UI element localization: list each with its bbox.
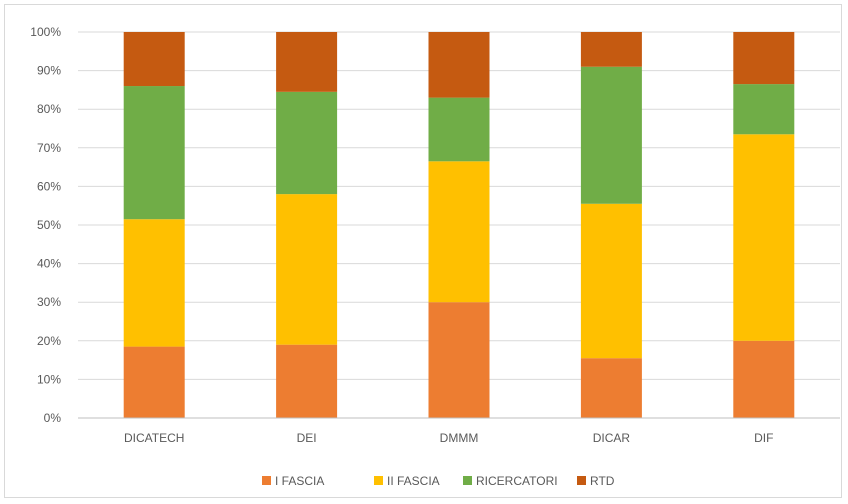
bar-segment <box>580 66 642 204</box>
bar-segment <box>276 194 338 345</box>
x-tick-label: DEI <box>297 431 317 445</box>
x-tick-label: DIF <box>754 431 773 445</box>
bar-segment <box>276 32 338 92</box>
legend-label: RTD <box>590 474 615 488</box>
y-tick-label: 100% <box>30 25 61 39</box>
x-tick-label: DICATECH <box>124 431 184 445</box>
bar-segment <box>428 32 490 98</box>
y-tick-label: 20% <box>37 334 61 348</box>
bar-segment <box>580 358 642 418</box>
y-tick-label: 10% <box>37 372 61 386</box>
legend: I FASCIA II FASCIA RICERCATORI RTD <box>262 474 615 488</box>
y-tick-label: 0% <box>44 411 62 425</box>
y-tick-label: 30% <box>37 295 61 309</box>
y-tick-label: 80% <box>37 102 61 116</box>
bars <box>123 32 795 418</box>
legend-swatch <box>577 476 586 485</box>
bar-segment <box>733 84 795 135</box>
bar-segment <box>428 97 490 162</box>
y-axis-tick-labels: 0% 10% 20% 30% 40% 50% 60% 70% 80% 90% 100% <box>30 25 61 425</box>
bar-segment <box>733 340 795 418</box>
bar-segment <box>733 32 795 85</box>
y-tick-label: 90% <box>37 64 61 78</box>
bar-segment <box>123 86 185 220</box>
x-tick-label: DMMM <box>440 431 479 445</box>
x-axis-tick-labels: DICATECH DEI DMMM DICAR DIF <box>124 431 773 445</box>
bar-segment <box>123 32 185 87</box>
bar-segment <box>580 32 642 67</box>
bar-segment <box>123 219 185 347</box>
legend-label: RICERCATORI <box>476 474 558 488</box>
y-tick-label: 40% <box>37 257 61 271</box>
y-tick-label: 60% <box>37 179 61 193</box>
bar-segment <box>123 346 185 418</box>
bar-segment <box>276 91 338 195</box>
bar-segment <box>428 161 490 303</box>
bar-segment <box>580 203 642 359</box>
bar-segment <box>428 302 490 418</box>
legend-label: II FASCIA <box>387 474 440 488</box>
legend-label: I FASCIA <box>275 474 324 488</box>
bar-segment <box>276 344 338 418</box>
x-tick-label: DICAR <box>593 431 631 445</box>
y-tick-label: 70% <box>37 141 61 155</box>
legend-swatch <box>262 476 271 485</box>
legend-swatch <box>463 476 472 485</box>
bar-segment <box>733 134 795 341</box>
legend-swatch <box>374 476 383 485</box>
y-tick-label: 50% <box>37 218 61 232</box>
